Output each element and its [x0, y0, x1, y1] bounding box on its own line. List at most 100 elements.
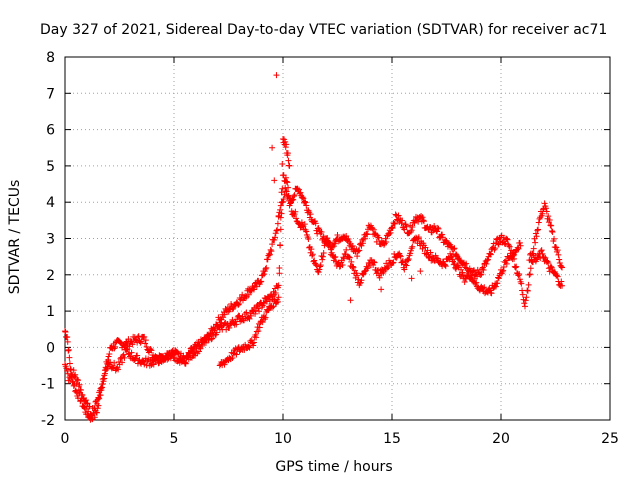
data-point — [376, 274, 383, 281]
data-point — [396, 252, 403, 259]
data-point — [101, 370, 108, 377]
data-point — [229, 316, 236, 323]
data-point — [409, 223, 416, 230]
data-point — [142, 340, 149, 347]
data-point — [519, 291, 526, 298]
data-point — [312, 220, 319, 227]
data-point — [301, 198, 308, 205]
y-tick-label: 7 — [46, 86, 55, 102]
data-point — [532, 230, 539, 237]
y-tick-label: -2 — [41, 413, 55, 429]
data-point — [286, 195, 293, 202]
data-point — [63, 365, 70, 372]
data-point — [554, 273, 561, 280]
data-point — [250, 339, 257, 346]
data-point — [235, 301, 242, 308]
data-point — [399, 217, 406, 224]
data-point — [407, 250, 414, 257]
data-point — [275, 294, 282, 301]
data-point — [492, 283, 499, 290]
data-point — [355, 276, 362, 283]
data-point — [524, 287, 531, 294]
data-point — [325, 239, 332, 246]
data-point — [538, 247, 545, 254]
data-point — [479, 284, 486, 291]
data-point — [537, 248, 544, 255]
data-point — [370, 226, 377, 233]
data-point — [513, 263, 520, 270]
y-tick-label: 4 — [46, 195, 55, 211]
data-point — [326, 240, 333, 247]
data-point — [558, 263, 565, 270]
data-point — [62, 328, 69, 335]
data-point — [500, 267, 507, 274]
data-point — [390, 220, 397, 227]
data-point — [278, 199, 285, 206]
data-point — [420, 217, 427, 224]
data-point — [229, 355, 236, 362]
x-tick-label: 15 — [383, 431, 401, 447]
data-point — [301, 221, 308, 228]
data-point — [316, 266, 323, 273]
data-point — [260, 299, 267, 306]
data-point — [501, 240, 508, 247]
data-point — [259, 319, 266, 326]
data-point — [74, 376, 81, 383]
data-point — [523, 294, 530, 301]
data-point — [364, 231, 371, 238]
data-point — [434, 228, 441, 235]
data-point — [255, 328, 262, 335]
data-point — [153, 354, 160, 361]
data-point — [515, 272, 522, 279]
data-point — [207, 330, 214, 337]
data-point — [492, 245, 499, 252]
data-point — [62, 328, 68, 335]
data-point — [401, 266, 408, 273]
data-point — [359, 240, 366, 247]
data-point — [543, 258, 550, 265]
data-point — [386, 231, 393, 238]
data-point — [274, 220, 281, 227]
data-point — [504, 236, 511, 243]
data-point — [295, 186, 302, 193]
data-point — [123, 346, 130, 353]
data-point — [107, 359, 114, 366]
data-point — [389, 225, 396, 232]
data-point — [90, 409, 97, 416]
data-point — [148, 347, 155, 354]
data-point — [417, 268, 424, 275]
data-point — [471, 275, 478, 282]
data-point — [303, 228, 310, 235]
data-point — [188, 348, 195, 355]
data-point — [391, 220, 398, 227]
data-point — [485, 286, 492, 293]
data-point — [348, 258, 355, 265]
x-axis-label: GPS time / hours — [275, 459, 392, 475]
data-point — [275, 213, 282, 220]
data-point — [505, 242, 512, 249]
data-point — [387, 229, 394, 236]
axis-ticks — [64, 56, 611, 421]
data-point — [102, 367, 109, 374]
data-point — [319, 253, 326, 260]
data-point — [258, 278, 265, 285]
data-point — [440, 258, 447, 265]
data-point — [305, 235, 312, 242]
data-point — [142, 337, 149, 344]
data-point — [555, 251, 562, 258]
data-point — [156, 359, 163, 366]
data-point — [542, 254, 549, 261]
data-point — [534, 227, 541, 234]
data-point — [137, 339, 144, 346]
data-point — [383, 238, 390, 245]
y-tick-label: 3 — [46, 232, 55, 248]
data-point — [155, 360, 162, 367]
data-point — [264, 256, 271, 263]
data-point — [506, 243, 513, 250]
data-point — [236, 301, 243, 308]
data-point — [527, 271, 534, 278]
data-point — [343, 246, 350, 253]
data-point — [487, 251, 494, 258]
data-point — [199, 342, 206, 349]
data-point — [551, 235, 558, 242]
